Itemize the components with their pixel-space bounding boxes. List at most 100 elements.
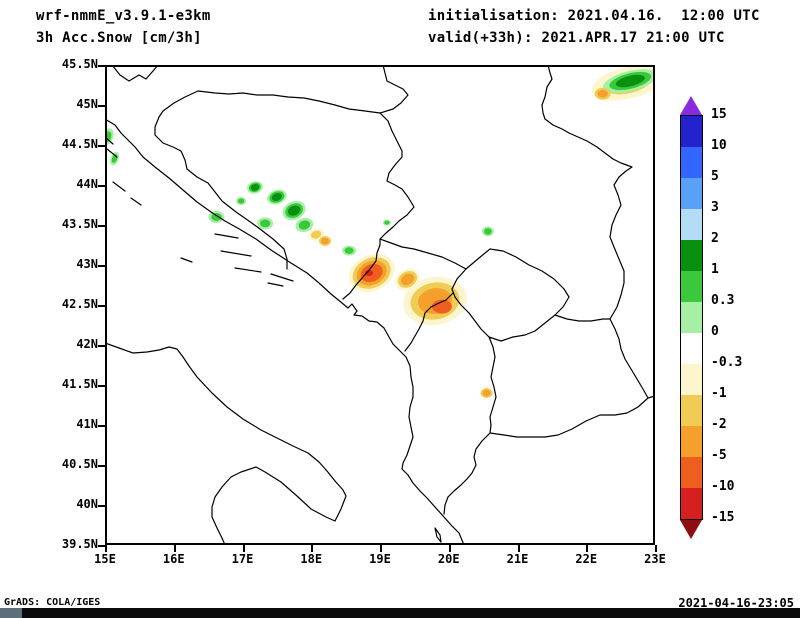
lat-axis-label: 42N bbox=[76, 337, 98, 351]
lat-tick bbox=[98, 465, 105, 467]
lon-axis-label: 22E bbox=[575, 552, 598, 566]
colorbar-label: 0.3 bbox=[711, 293, 735, 308]
model-title: wrf-nmmE_v3.9.1-e3km bbox=[36, 8, 211, 24]
snow-area bbox=[298, 220, 311, 230]
lon-tick bbox=[448, 545, 451, 552]
lon-axis-label: 16E bbox=[162, 552, 185, 566]
croatian-islands bbox=[105, 136, 294, 287]
snow-area bbox=[311, 230, 322, 239]
colorbar-label: 15 bbox=[711, 107, 727, 122]
snow-area bbox=[260, 219, 271, 228]
lat-tick bbox=[98, 145, 105, 147]
colorbar-cell bbox=[681, 271, 702, 302]
snow-area bbox=[344, 247, 354, 254]
lon-tick bbox=[311, 545, 314, 552]
snow-area bbox=[484, 228, 492, 235]
lon-axis-label: 20E bbox=[437, 552, 460, 566]
plot-timestamp: 2021-04-16-23:05 bbox=[678, 596, 794, 610]
snow-area bbox=[384, 220, 390, 225]
init-time: initialisation: 2021.04.16. 12:00 UTC bbox=[428, 8, 760, 24]
lon-tick bbox=[655, 545, 657, 552]
colorbar-label: 0 bbox=[711, 324, 719, 339]
lat-tick bbox=[98, 385, 105, 387]
taskbar-item[interactable] bbox=[0, 608, 22, 618]
colorbar-label: -15 bbox=[711, 510, 735, 525]
lat-axis-label: 41.5N bbox=[61, 377, 98, 391]
lon-axis-label: 23E bbox=[644, 552, 666, 566]
grads-credit: GrADS: COLA/IGES bbox=[4, 597, 101, 608]
lat-tick bbox=[98, 265, 105, 267]
snow-area bbox=[287, 205, 301, 216]
colorbar-cell bbox=[681, 178, 702, 209]
colorbar bbox=[680, 115, 703, 520]
corfu-island bbox=[434, 527, 442, 543]
colorbar-arrow-up bbox=[680, 96, 702, 115]
snow-area bbox=[597, 89, 608, 98]
snow-area bbox=[321, 237, 329, 245]
colorbar-cell bbox=[681, 364, 702, 395]
lat-tick bbox=[98, 545, 105, 547]
colorbar-cell bbox=[681, 457, 702, 488]
product-title: 3h Acc.Snow [cm/3h] bbox=[36, 30, 202, 46]
colorbar-label: -0.3 bbox=[711, 355, 743, 370]
lon-axis-label: 15E bbox=[94, 552, 116, 566]
colorbar-cell bbox=[681, 116, 702, 147]
lat-tick bbox=[98, 505, 105, 507]
valid-time: valid(+33h): 2021.APR.17 21:00 UTC bbox=[428, 30, 725, 46]
lon-tick bbox=[242, 545, 245, 552]
country-borders bbox=[111, 65, 655, 515]
colorbar-arrow-down bbox=[680, 520, 702, 539]
lon-tick bbox=[586, 545, 589, 552]
colorbar-label: -1 bbox=[711, 386, 727, 401]
colorbar-cell bbox=[681, 209, 702, 240]
lat-tick bbox=[98, 305, 105, 307]
map-plot bbox=[105, 65, 655, 545]
lon-tick bbox=[105, 545, 107, 552]
lat-axis-label: 45.5N bbox=[61, 57, 98, 71]
colorbar-cell bbox=[681, 395, 702, 426]
colorbar-label: 1 bbox=[711, 262, 719, 277]
lat-axis-label: 39.5N bbox=[61, 537, 98, 551]
colorbar-cell bbox=[681, 302, 702, 333]
lat-tick bbox=[98, 225, 105, 227]
lat-tick bbox=[98, 345, 105, 347]
colorbar-label: 10 bbox=[711, 138, 727, 153]
snow-area bbox=[365, 270, 373, 276]
adriatic-coastline bbox=[105, 118, 465, 545]
lat-tick bbox=[98, 185, 105, 187]
lat-tick bbox=[98, 425, 105, 427]
colorbar-cell bbox=[681, 333, 702, 364]
lon-tick bbox=[517, 545, 520, 552]
lat-axis-label: 43.5N bbox=[61, 217, 98, 231]
snow-area bbox=[105, 131, 112, 143]
colorbar-label: 3 bbox=[711, 200, 719, 215]
snow-area bbox=[615, 74, 645, 88]
lat-axis-label: 40.5N bbox=[61, 457, 98, 471]
colorbar-cell bbox=[681, 240, 702, 271]
lon-axis-label: 18E bbox=[300, 552, 323, 566]
lat-tick bbox=[98, 65, 105, 67]
lon-axis-label: 19E bbox=[369, 552, 391, 566]
snow-area bbox=[400, 273, 415, 286]
lat-axis-label: 44.5N bbox=[61, 137, 98, 151]
lat-axis-label: 41N bbox=[76, 417, 98, 431]
snow-shading-layer bbox=[105, 65, 655, 398]
snow-area bbox=[431, 299, 452, 314]
italy-coastline bbox=[105, 342, 347, 545]
lat-axis-label: 45N bbox=[76, 97, 98, 111]
map-outlines bbox=[105, 65, 655, 545]
snow-area bbox=[271, 193, 283, 201]
colorbar-label: -5 bbox=[711, 448, 727, 463]
lat-axis-label: 44N bbox=[76, 177, 98, 191]
lon-axis-label: 21E bbox=[506, 552, 529, 566]
colorbar-cell bbox=[681, 426, 702, 457]
snow-area bbox=[237, 198, 245, 204]
colorbar-label: 5 bbox=[711, 169, 719, 184]
lon-tick bbox=[380, 545, 382, 552]
lat-tick bbox=[98, 105, 105, 107]
lat-axis-label: 43N bbox=[76, 257, 98, 271]
colorbar-cell bbox=[681, 488, 702, 519]
colorbar-label: 2 bbox=[711, 231, 719, 246]
snow-area bbox=[211, 213, 222, 221]
